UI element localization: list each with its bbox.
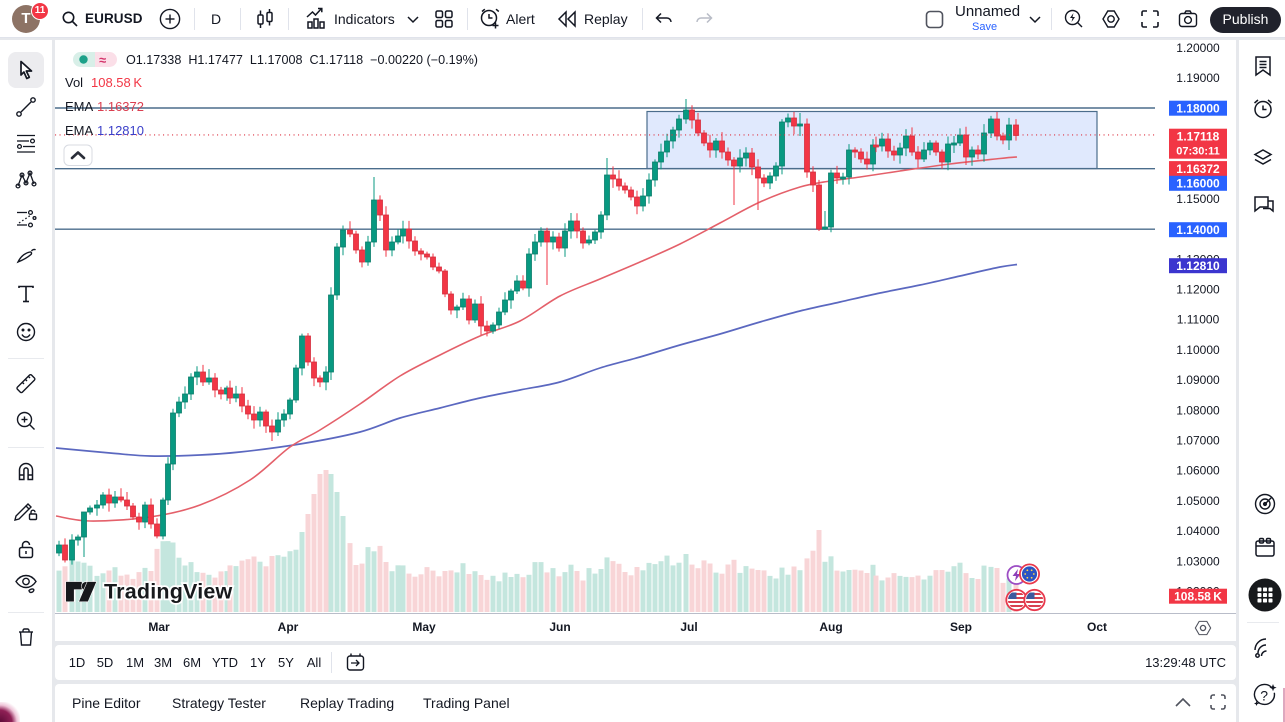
- svg-text:1.15000: 1.15000: [1176, 192, 1220, 206]
- svg-text:1.12810: 1.12810: [1176, 259, 1220, 273]
- svg-text:1.16000: 1.16000: [1176, 177, 1220, 191]
- svg-text:1.18000: 1.18000: [1176, 101, 1220, 115]
- svg-text:Sep: Sep: [950, 620, 972, 634]
- svg-text:1.16372: 1.16372: [1176, 162, 1220, 176]
- svg-text:108.58 K: 108.58 K: [91, 75, 142, 90]
- svg-text:Jun: Jun: [549, 620, 570, 634]
- svg-text:1.14000: 1.14000: [1176, 223, 1220, 237]
- svg-text:Jul: Jul: [680, 620, 697, 634]
- svg-text:1.16372: 1.16372: [97, 99, 144, 114]
- svg-text:108.58 K: 108.58 K: [1174, 589, 1222, 603]
- svg-text:1.07000: 1.07000: [1176, 434, 1220, 448]
- svg-text:1.10000: 1.10000: [1176, 343, 1220, 357]
- svg-text:1.09000: 1.09000: [1176, 373, 1220, 387]
- svg-text:1.17118: 1.17118: [1177, 129, 1220, 143]
- svg-text:1.11000: 1.11000: [1177, 313, 1220, 327]
- svg-text:EMA: EMA: [65, 123, 94, 138]
- svg-text:Mar: Mar: [148, 620, 170, 634]
- svg-text:1.19000: 1.19000: [1176, 71, 1220, 85]
- svg-text:May: May: [412, 620, 436, 634]
- svg-text:1.06000: 1.06000: [1176, 464, 1220, 478]
- svg-text:Apr: Apr: [278, 620, 299, 634]
- svg-text:≈: ≈: [99, 53, 106, 68]
- svg-text:1.03000: 1.03000: [1176, 554, 1220, 568]
- svg-text:Oct: Oct: [1087, 620, 1107, 634]
- svg-text:TradingView: TradingView: [104, 580, 233, 604]
- svg-text:1.04000: 1.04000: [1176, 524, 1220, 538]
- svg-text:1.20000: 1.20000: [1176, 41, 1220, 55]
- svg-text:07:30:11: 07:30:11: [1176, 145, 1219, 157]
- svg-text:Aug: Aug: [819, 620, 842, 634]
- svg-text:O1.17338 H1.17477 L1.17008: O1.17338 H1.17477 L1.17008 C1.17118 −0.0…: [126, 53, 478, 67]
- svg-text:?: ?: [1260, 688, 1268, 704]
- svg-text:1.12000: 1.12000: [1176, 283, 1220, 297]
- svg-text:1.12810: 1.12810: [97, 123, 144, 138]
- svg-text:Vol: Vol: [65, 75, 83, 90]
- svg-text:1.08000: 1.08000: [1176, 403, 1220, 417]
- svg-text:EMA: EMA: [65, 99, 94, 114]
- svg-text:1.05000: 1.05000: [1176, 494, 1220, 508]
